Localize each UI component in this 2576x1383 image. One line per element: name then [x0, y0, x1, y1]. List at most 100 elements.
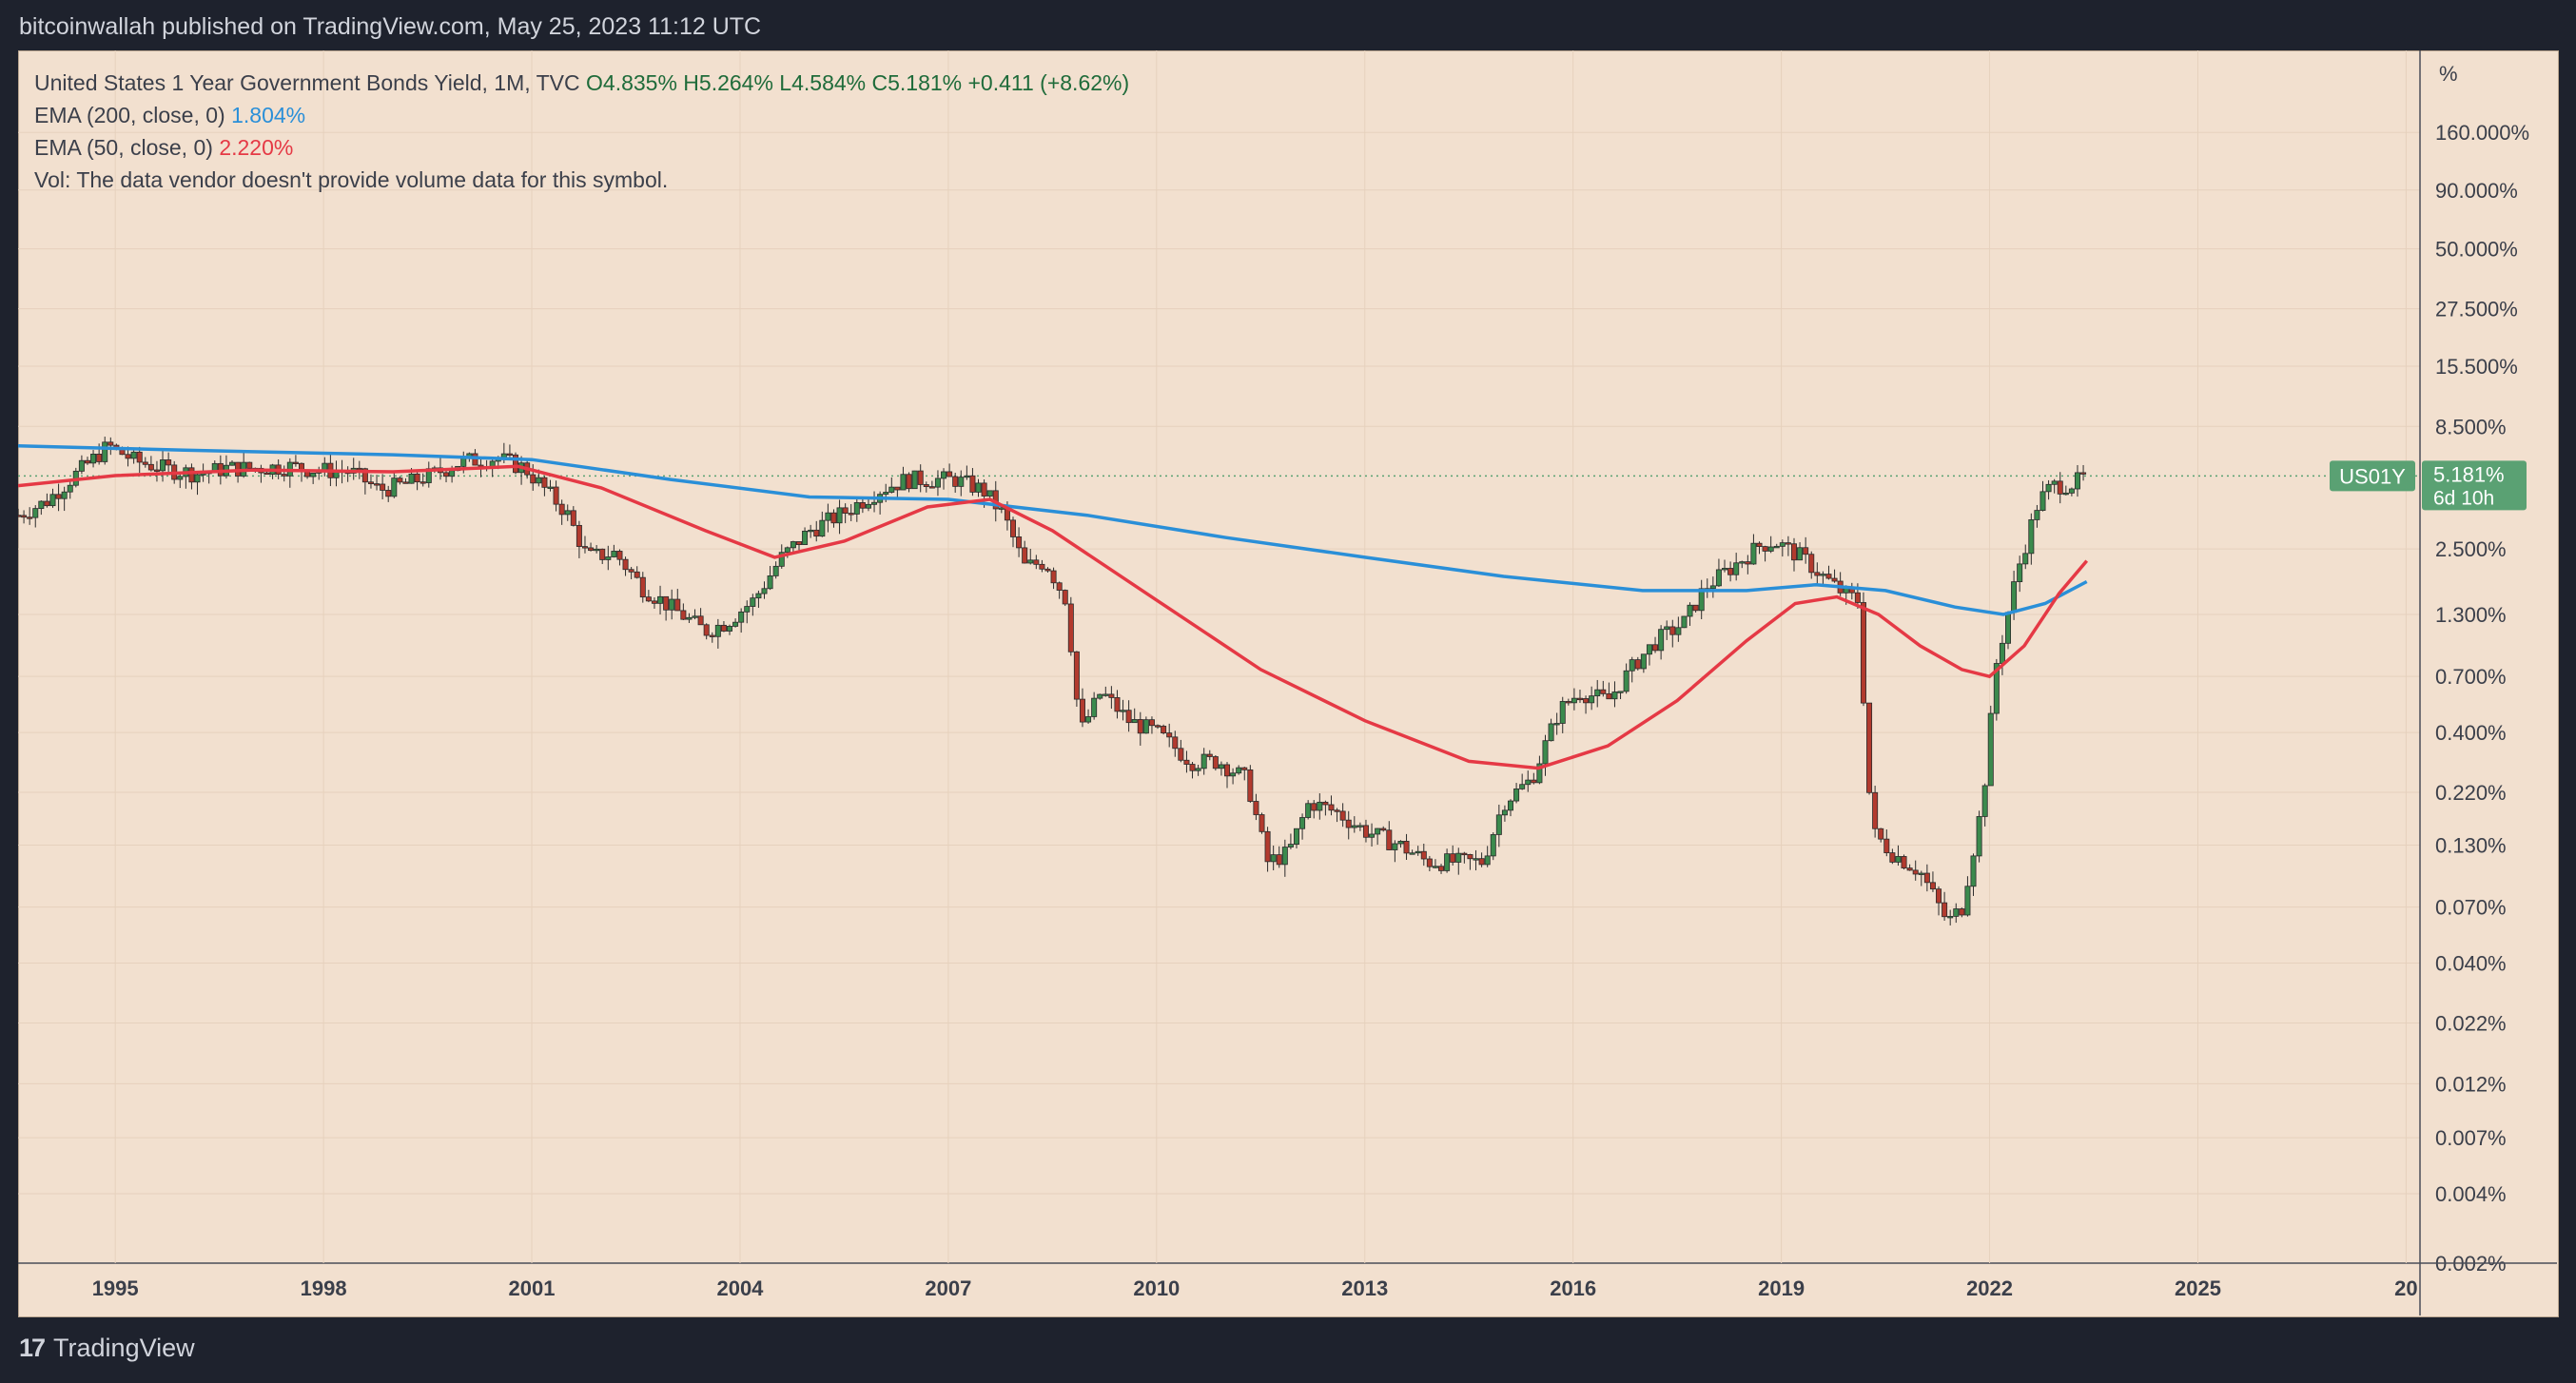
candle	[541, 477, 548, 488]
candle	[755, 593, 762, 599]
candle	[55, 494, 62, 499]
brand-name: TradingView	[53, 1334, 195, 1362]
candle	[2051, 480, 2058, 485]
candle	[645, 596, 652, 602]
candle	[1976, 816, 1982, 857]
candle	[680, 610, 687, 620]
candle	[669, 598, 675, 611]
candle	[107, 441, 114, 446]
candle	[1942, 902, 1948, 918]
legend-ema50-row[interactable]: EMA (50, close, 0) 2.220%	[34, 131, 1129, 164]
candle	[1745, 561, 1751, 565]
candle	[883, 492, 889, 496]
candle	[160, 459, 166, 472]
candle	[1461, 852, 1468, 856]
y-tick-label: 0.700%	[2435, 665, 2507, 689]
candle	[27, 516, 33, 519]
candle	[547, 486, 554, 489]
candle	[1906, 867, 1913, 871]
candle	[1317, 801, 1323, 811]
candle	[1964, 886, 1971, 916]
candle	[1981, 785, 1988, 817]
y-tick-label: 1.300%	[2435, 603, 2507, 627]
candle	[1438, 866, 1445, 871]
candle	[958, 477, 965, 487]
candle	[1281, 847, 1288, 866]
candle	[1652, 644, 1659, 652]
candle	[778, 552, 785, 567]
candle	[1380, 828, 1387, 831]
candle	[1073, 651, 1080, 700]
x-tick-label: 2007	[925, 1276, 971, 1300]
candle	[1675, 627, 1682, 635]
candle	[1709, 585, 1716, 590]
y-tick-label: 0.004%	[2435, 1182, 2507, 1206]
candle	[1872, 791, 1879, 829]
x-tick-label: 2022	[1966, 1276, 2013, 1300]
candle	[1606, 692, 1612, 700]
candle	[1860, 602, 1866, 704]
legend-ema200-row[interactable]: EMA (200, close, 0) 1.804%	[34, 99, 1129, 131]
candle	[1722, 568, 1728, 571]
candle	[1611, 692, 1618, 700]
price-tag	[2422, 460, 2527, 511]
candle	[795, 541, 802, 545]
candle	[1692, 604, 1699, 612]
y-tick-label: 90.000%	[2435, 179, 2518, 203]
candle	[1640, 653, 1647, 670]
candle	[1646, 644, 1652, 655]
price-chart[interactable]: 160.000% 90.000% 50.000% 27.500% 15.500% 8.50…	[18, 50, 2557, 1315]
candle	[166, 459, 172, 466]
candle	[1525, 779, 1532, 786]
candle	[1426, 858, 1433, 867]
candle	[1889, 852, 1896, 863]
candle	[1513, 788, 1520, 802]
candle	[594, 548, 600, 552]
candle	[1553, 723, 1560, 726]
candle	[639, 576, 646, 598]
candle	[356, 467, 362, 471]
candle	[2017, 563, 2023, 583]
ema200-line	[18, 443, 2088, 616]
price-tag-value: 5.181%	[2433, 462, 2505, 486]
candle	[2057, 480, 2063, 495]
candle	[530, 474, 537, 484]
candle	[686, 616, 693, 620]
legend-symbol-row[interactable]: United States 1 Year Government Bonds Yi…	[34, 67, 1129, 99]
y-tick-label: 27.500%	[2435, 298, 2518, 321]
candle	[900, 474, 907, 491]
tradingview-brand[interactable]: 17 TradingView	[19, 1334, 195, 1363]
candle	[1125, 710, 1132, 724]
candle	[1739, 561, 1746, 564]
candle	[819, 519, 826, 537]
candle	[1206, 753, 1213, 757]
candle	[1276, 854, 1282, 866]
candle	[1878, 828, 1884, 840]
candle	[964, 475, 970, 478]
candle	[952, 476, 959, 487]
candle	[1715, 569, 1722, 587]
candle	[946, 471, 953, 477]
candle	[1155, 725, 1161, 728]
candle	[1947, 916, 1954, 919]
candle	[1623, 670, 1630, 692]
candle	[1010, 519, 1017, 537]
x-tick-label: 2010	[1133, 1276, 1180, 1300]
candle	[1420, 850, 1427, 860]
y-tick-label: 15.500%	[2435, 355, 2518, 379]
candle	[1999, 642, 2005, 664]
candle	[1148, 719, 1155, 727]
candle	[397, 477, 403, 483]
candle	[2028, 519, 2035, 555]
candle	[1779, 542, 1786, 547]
candle	[1698, 588, 1705, 612]
candle	[1866, 702, 1873, 793]
candle	[1103, 693, 1109, 696]
candle	[1356, 825, 1363, 828]
candle	[1508, 800, 1514, 811]
candle	[1825, 574, 1832, 579]
candle	[1959, 908, 1965, 916]
candle	[1929, 882, 1936, 890]
candle	[1218, 764, 1224, 769]
candle	[975, 482, 982, 493]
